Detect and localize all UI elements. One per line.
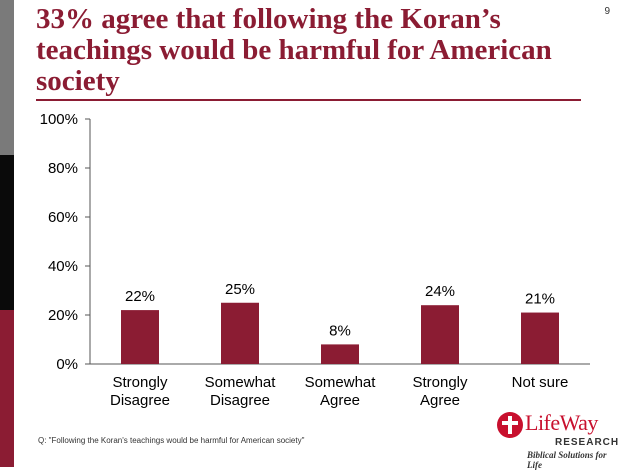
category-label: Strongly: [112, 374, 168, 391]
category-label: Somewhat: [305, 374, 377, 391]
data-label: 21%: [525, 291, 555, 308]
data-label: 24%: [425, 283, 455, 300]
category-label: Strongly: [412, 374, 468, 391]
y-tick-label: 100%: [40, 111, 78, 128]
y-tick-label: 60%: [48, 209, 78, 226]
category-label: Agree: [320, 392, 360, 409]
slide-title: 33% agree that following the Koran’s tea…: [36, 3, 552, 97]
question-footnote: Q: "Following the Koran's teachings woul…: [38, 436, 305, 445]
bar: [321, 344, 359, 364]
bar: [121, 310, 159, 364]
category-label: Agree: [420, 392, 460, 409]
category-label: Somewhat: [205, 374, 277, 391]
logo-tagline: Biblical Solutions for Life: [527, 450, 607, 470]
page-number: 9: [604, 6, 610, 17]
category-label: Disagree: [110, 392, 170, 409]
decorative-bar-black: [0, 155, 14, 310]
data-label: 8%: [329, 322, 351, 339]
bar: [221, 302, 259, 364]
logo-name: LifeWay: [525, 410, 598, 435]
decorative-bar-gray: [0, 0, 14, 155]
bar-chart: 0%20%40%60%80%100%22%StronglyDisagree25%…: [40, 111, 590, 409]
decorative-bar-red: [0, 310, 14, 467]
data-label: 22%: [125, 288, 155, 305]
y-tick-label: 40%: [48, 258, 78, 275]
y-tick-label: 20%: [48, 307, 78, 324]
logo-cross-icon: [497, 412, 523, 438]
data-label: 25%: [225, 281, 255, 298]
category-label: Disagree: [210, 392, 270, 409]
y-tick-label: 80%: [48, 160, 78, 177]
bar: [421, 305, 459, 364]
title-underline: [36, 99, 581, 101]
y-tick-label: 0%: [56, 356, 78, 373]
bar: [521, 312, 559, 364]
lifeway-logo: LifeWay RESEARCH Biblical Solutions for …: [497, 410, 620, 470]
logo-subtitle: RESEARCH: [555, 437, 620, 448]
category-label: Not sure: [512, 374, 569, 391]
